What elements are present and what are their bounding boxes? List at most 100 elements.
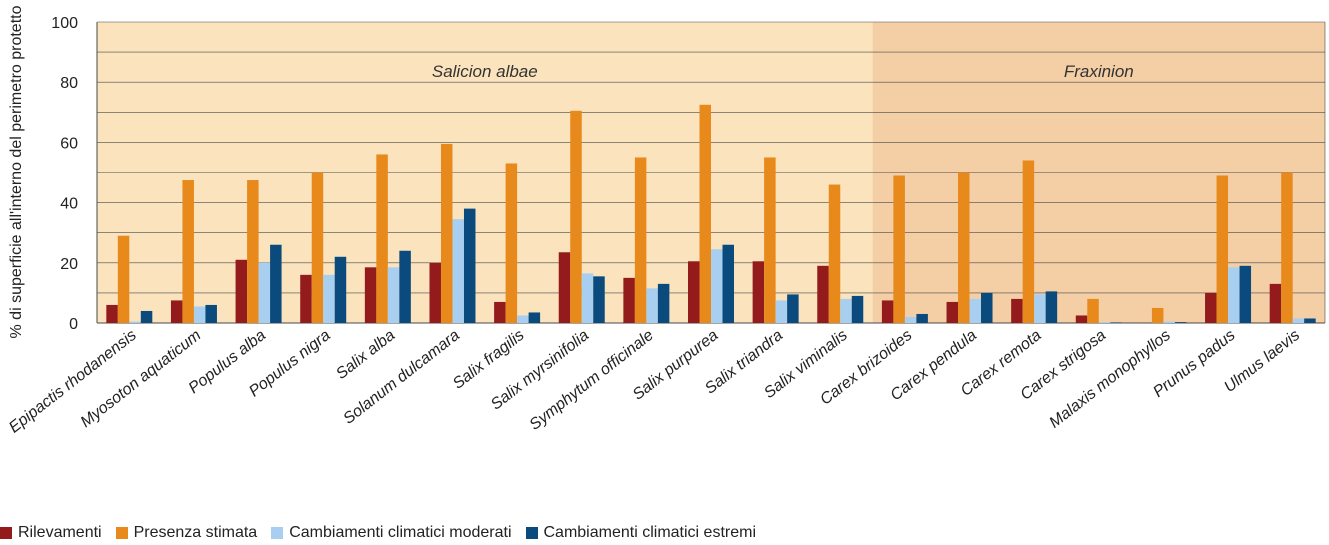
bar xyxy=(505,163,518,323)
bar xyxy=(1034,294,1046,323)
x-tick-label: Malaxis monophyllos xyxy=(1046,327,1173,432)
bar xyxy=(364,267,377,323)
region-labels: Salicion albae Fraxinion xyxy=(432,62,1134,81)
bar xyxy=(699,104,711,324)
bar xyxy=(1304,318,1316,323)
bar xyxy=(494,301,506,323)
bar xyxy=(399,250,411,323)
legend: Rilevamenti Presenza stimata Cambiamenti c… xyxy=(0,524,756,542)
bar xyxy=(570,110,582,323)
bar xyxy=(140,310,153,323)
bar xyxy=(558,252,571,323)
bar xyxy=(440,143,453,323)
bar xyxy=(1022,160,1035,323)
bar xyxy=(752,261,765,323)
bar xyxy=(311,172,324,323)
legend-item: Cambiamenti climatici moderati xyxy=(271,524,512,542)
x-tick-label: Symphytum officinale xyxy=(527,327,657,434)
legend-swatch xyxy=(271,527,284,539)
bar xyxy=(657,283,670,323)
bar xyxy=(1292,318,1305,323)
bar xyxy=(270,244,282,323)
bar xyxy=(1098,322,1111,323)
y-tick-label: 60 xyxy=(60,135,78,152)
y-axis-label: % di superficie all'interno del perimetr… xyxy=(8,5,25,338)
bar xyxy=(593,276,605,323)
bar xyxy=(946,301,959,323)
legend-item: Cambiamenti climatici estremi xyxy=(525,524,757,542)
bar xyxy=(764,157,776,323)
bar xyxy=(828,184,841,323)
bar xyxy=(646,288,658,323)
bar xyxy=(334,256,347,323)
bar xyxy=(117,235,130,323)
bar xyxy=(787,294,799,323)
y-tick-label: 100 xyxy=(51,15,78,32)
bar xyxy=(634,157,647,323)
bar xyxy=(881,300,894,323)
bar xyxy=(893,175,905,323)
legend-label: Rilevamenti xyxy=(18,524,102,541)
bar xyxy=(1205,292,1217,323)
legend-swatch xyxy=(525,527,538,539)
bar xyxy=(205,304,217,323)
bar xyxy=(429,262,441,323)
bar xyxy=(851,295,864,323)
bar xyxy=(182,180,194,323)
legend-label: Presenza stimata xyxy=(133,524,258,541)
x-tick-label: Myosoton aquaticum xyxy=(78,327,205,431)
bar xyxy=(129,321,141,323)
bar xyxy=(1151,307,1164,323)
x-tick-label: Epipactis rhodanensis xyxy=(6,327,140,437)
bar xyxy=(1087,298,1099,323)
bar xyxy=(376,154,388,323)
y-tick-label: 80 xyxy=(60,75,78,92)
y-tick-labels: 0 20 40 60 80 100 xyxy=(51,15,78,333)
bar xyxy=(247,180,259,323)
legend-label: Cambiamenti climatici estremi xyxy=(543,524,757,541)
bar xyxy=(1075,315,1088,323)
bar xyxy=(840,298,852,323)
region-label: Salicion albae xyxy=(432,62,538,81)
bar xyxy=(106,304,118,323)
legend-item: Presenza stimata xyxy=(115,524,258,542)
bar xyxy=(1216,175,1229,323)
bar xyxy=(581,273,594,323)
legend-item: Rilevamenti xyxy=(0,524,102,542)
bar xyxy=(452,219,464,323)
bar xyxy=(688,261,700,323)
bar xyxy=(981,292,993,323)
bar xyxy=(1228,267,1240,323)
bar xyxy=(1045,291,1058,323)
y-tick-label: 40 xyxy=(60,196,78,213)
bar xyxy=(1281,172,1293,323)
axes xyxy=(96,22,1326,323)
bar xyxy=(711,249,723,323)
bar xyxy=(300,274,312,323)
legend-swatch xyxy=(0,527,12,539)
bar xyxy=(528,312,541,323)
legend-label: Cambiamenti climatici moderati xyxy=(289,524,512,541)
bar xyxy=(1110,322,1122,323)
legend-swatch xyxy=(115,527,128,539)
bar xyxy=(904,316,917,323)
x-tick-label: Solanum dulcamara xyxy=(340,327,463,428)
x-tick-label: Salix alba xyxy=(333,327,398,383)
bar xyxy=(193,306,206,323)
region-label: Fraxinion xyxy=(1064,62,1134,81)
bars xyxy=(106,104,1316,324)
bar xyxy=(1163,321,1175,323)
bar xyxy=(916,313,928,323)
bar xyxy=(1239,265,1252,323)
bar xyxy=(1174,322,1187,323)
bar xyxy=(1269,283,1282,323)
y-tick-label: 0 xyxy=(69,316,78,333)
bar xyxy=(323,274,335,323)
bar xyxy=(517,315,529,323)
bar xyxy=(722,244,734,323)
bar xyxy=(817,265,829,323)
bar xyxy=(969,298,982,323)
bar xyxy=(258,262,271,323)
